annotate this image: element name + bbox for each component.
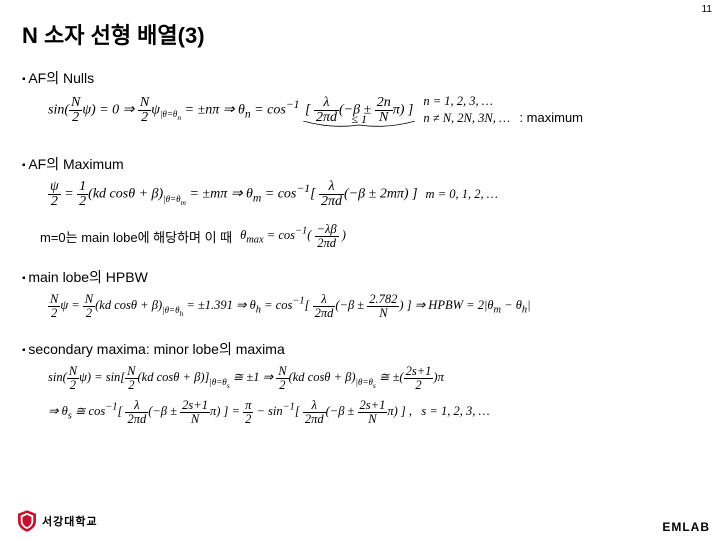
nulls-cond1: n = 1, 2, 3, … bbox=[423, 94, 583, 110]
maximum-row: ψ2 = 12(kd cosθ + β)|θ=θm = ±mπ ⇒ θm = c… bbox=[48, 180, 698, 209]
university-name: 서강대학교 bbox=[42, 513, 98, 529]
page-title: N 소자 선형 배열(3) bbox=[22, 18, 698, 50]
heading-secondary: secondary maxima: minor lobe의 maxima bbox=[22, 339, 698, 359]
page-number: 11 bbox=[702, 4, 712, 15]
secondary-eq1: sin(N2ψ) = sin[N2(kd cosθ + β)]|θ=θs ≅ ±… bbox=[48, 365, 444, 391]
slide-page: 11 N 소자 선형 배열(3) AF의 Nulls sin⁡(N2ψ) = 0… bbox=[0, 0, 720, 540]
hpbw-eq: N2ψ = N2(kd cosθ + β)|θ=θh = ±1.391 ⇒ θh… bbox=[48, 293, 531, 319]
nulls-cond2-suffix: : maximum bbox=[519, 110, 583, 125]
heading-maximum: AF의 Maximum bbox=[22, 154, 698, 174]
maximum-eq: ψ2 = 12(kd cosθ + β)|θ=θm = ±mπ ⇒ θm = c… bbox=[48, 180, 418, 209]
secondary-eq2: ⇒ θs ≅ cos−1[ λ2πd(−β ± 2s+1Nπ) ] = π2 −… bbox=[48, 399, 490, 425]
nulls-cond2: n ≠ N, 2N, 3N, … bbox=[423, 111, 510, 125]
shield-icon bbox=[18, 510, 36, 532]
lab-name: EMLAB bbox=[662, 520, 710, 534]
maximum-sub-row: m=0는 main lobe에 해당하며 이 때 θmax = cos−1( −… bbox=[40, 223, 698, 249]
secondary-row2: ⇒ θs ≅ cos−1[ λ2πd(−β ± 2s+1Nπ) ] = π2 −… bbox=[48, 399, 698, 425]
maximum-sub-eq: θmax = cos−1( −λβ2πd ) bbox=[240, 223, 346, 249]
nulls-conditions: n = 1, 2, 3, … n ≠ N, 2N, 3N, … : maximu… bbox=[423, 94, 583, 126]
heading-hpbw: main lobe의 HPBW bbox=[22, 267, 698, 287]
maximum-cond: m = 0, 1, 2, … bbox=[426, 187, 498, 202]
secondary-row1: sin(N2ψ) = sin[N2(kd cosθ + β)]|θ=θs ≅ ±… bbox=[48, 365, 698, 391]
university-logo: 서강대학교 bbox=[18, 510, 98, 532]
hpbw-row: N2ψ = N2(kd cosθ + β)|θ=θh = ±1.391 ⇒ θh… bbox=[48, 293, 698, 319]
nulls-eq: sin⁡(N2ψ) = 0 ⇒ N2ψ|θ=θn = ±nπ ⇒ θn = co… bbox=[48, 96, 415, 125]
maximum-sub-text: m=0는 main lobe에 해당하며 이 때 bbox=[40, 227, 232, 246]
brace-label: ≤ 1 bbox=[351, 112, 367, 127]
nulls-row: sin⁡(N2ψ) = 0 ⇒ N2ψ|θ=θn = ±nπ ⇒ θn = co… bbox=[48, 94, 698, 126]
heading-nulls: AF의 Nulls bbox=[22, 68, 698, 88]
